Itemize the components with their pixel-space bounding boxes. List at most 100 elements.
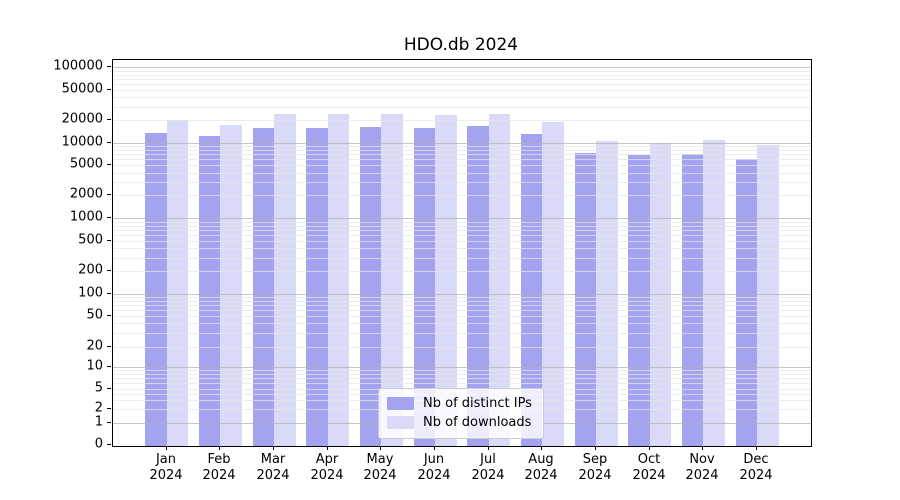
bar-downloads	[488, 113, 511, 446]
gridline	[113, 241, 811, 242]
y-tick-label: 20000	[61, 111, 103, 127]
y-tick-mark	[107, 194, 111, 195]
gridline	[113, 374, 811, 375]
y-tick-mark	[107, 142, 111, 143]
y-tick-label: 50000	[61, 81, 103, 97]
x-tick-label: Dec 2024	[739, 452, 773, 483]
gridline	[113, 146, 811, 147]
gridline	[113, 150, 811, 151]
y-tick-mark	[107, 408, 111, 409]
gridline	[113, 90, 811, 91]
y-tick-mark	[107, 89, 111, 90]
x-tick-mark	[702, 446, 703, 450]
bar-downloads	[220, 125, 242, 446]
gridline	[113, 294, 811, 295]
y-tick-label: 500	[78, 232, 103, 248]
x-tick-label: Oct 2024	[632, 452, 666, 483]
x-tick-label: Jul 2024	[471, 452, 505, 483]
bar-downloads	[542, 121, 564, 446]
gridline	[113, 310, 811, 311]
legend: Nb of distinct IPs Nb of downloads	[378, 388, 544, 439]
y-tick-mark	[107, 66, 111, 67]
y-tick-label: 100	[78, 285, 103, 301]
legend-item-distinct-ips: Nb of distinct IPs	[387, 394, 535, 413]
legend-label: Nb of downloads	[423, 415, 532, 430]
gridline	[113, 173, 811, 174]
bar-distinct-ips	[198, 136, 221, 446]
x-tick-label: Aug 2024	[524, 452, 558, 483]
y-tick-mark	[107, 217, 111, 218]
y-tick-mark	[107, 346, 111, 347]
gridline	[113, 154, 811, 155]
x-tick-label: Jan 2024	[149, 452, 183, 483]
gridline	[113, 79, 811, 80]
y-tick-label: 10	[86, 358, 103, 374]
gridline	[113, 226, 811, 227]
bar-distinct-ips	[252, 127, 275, 446]
y-tick-label: 1	[94, 414, 103, 430]
y-tick-mark	[107, 240, 111, 241]
y-tick-label: 100000	[53, 58, 103, 74]
legend-swatch-distinct-ips	[387, 397, 414, 410]
gridline	[113, 84, 811, 85]
bar-distinct-ips	[735, 159, 758, 446]
y-tick-label: 20	[86, 338, 103, 354]
bar-downloads	[596, 140, 618, 446]
gridline	[113, 107, 811, 108]
gridline	[113, 120, 811, 121]
bar-downloads	[435, 114, 457, 446]
y-tick-mark	[107, 444, 111, 445]
gridline	[113, 301, 811, 302]
x-tick-label: Jun 2024	[417, 452, 451, 483]
gridline	[113, 75, 811, 76]
x-tick-label: Apr 2024	[310, 452, 344, 483]
y-tick-label: 5000	[69, 156, 103, 172]
x-tick-mark	[649, 446, 650, 450]
legend-item-downloads: Nb of downloads	[387, 413, 535, 432]
y-tick-mark	[107, 422, 111, 423]
bar-downloads	[381, 114, 403, 446]
gridline	[113, 195, 811, 196]
x-tick-mark	[595, 446, 596, 450]
x-tick-label: Sep 2024	[578, 452, 612, 483]
y-tick-mark	[107, 315, 111, 316]
gridline	[113, 67, 811, 68]
gridline	[113, 97, 811, 98]
legend-label: Nb of distinct IPs	[423, 396, 532, 411]
bar-distinct-ips	[306, 127, 328, 446]
gridline	[113, 222, 811, 223]
x-tick-mark	[434, 446, 435, 450]
y-tick-mark	[107, 388, 111, 389]
y-tick-label: 50	[86, 307, 103, 323]
gridline	[113, 378, 811, 379]
gridline	[113, 333, 811, 334]
x-tick-mark	[166, 446, 167, 450]
y-tick-label: 2	[94, 400, 103, 416]
bar-downloads	[327, 113, 350, 446]
gridline	[113, 383, 811, 384]
y-tick-label: 200	[78, 262, 103, 278]
y-tick-mark	[107, 164, 111, 165]
y-tick-mark	[107, 270, 111, 271]
x-tick-label: Feb 2024	[202, 452, 236, 483]
chart-title: HDO.db 2024	[403, 35, 519, 55]
y-tick-mark	[107, 366, 111, 367]
bar-downloads	[703, 139, 725, 446]
x-tick-mark	[380, 446, 381, 450]
bar-distinct-ips	[359, 127, 382, 446]
x-tick-mark	[327, 446, 328, 450]
plot-area	[112, 59, 812, 447]
x-tick-label: May 2024	[363, 452, 397, 483]
gridline	[113, 271, 811, 272]
gridline	[113, 159, 811, 160]
bar-downloads	[274, 114, 296, 446]
x-tick-mark	[219, 446, 220, 450]
gridline	[113, 230, 811, 231]
bar-distinct-ips	[628, 154, 650, 446]
gridline	[113, 143, 811, 144]
y-tick-label: 10000	[61, 134, 103, 150]
y-tick-mark	[107, 119, 111, 120]
x-tick-mark	[541, 446, 542, 450]
y-tick-label: 0	[94, 436, 103, 452]
